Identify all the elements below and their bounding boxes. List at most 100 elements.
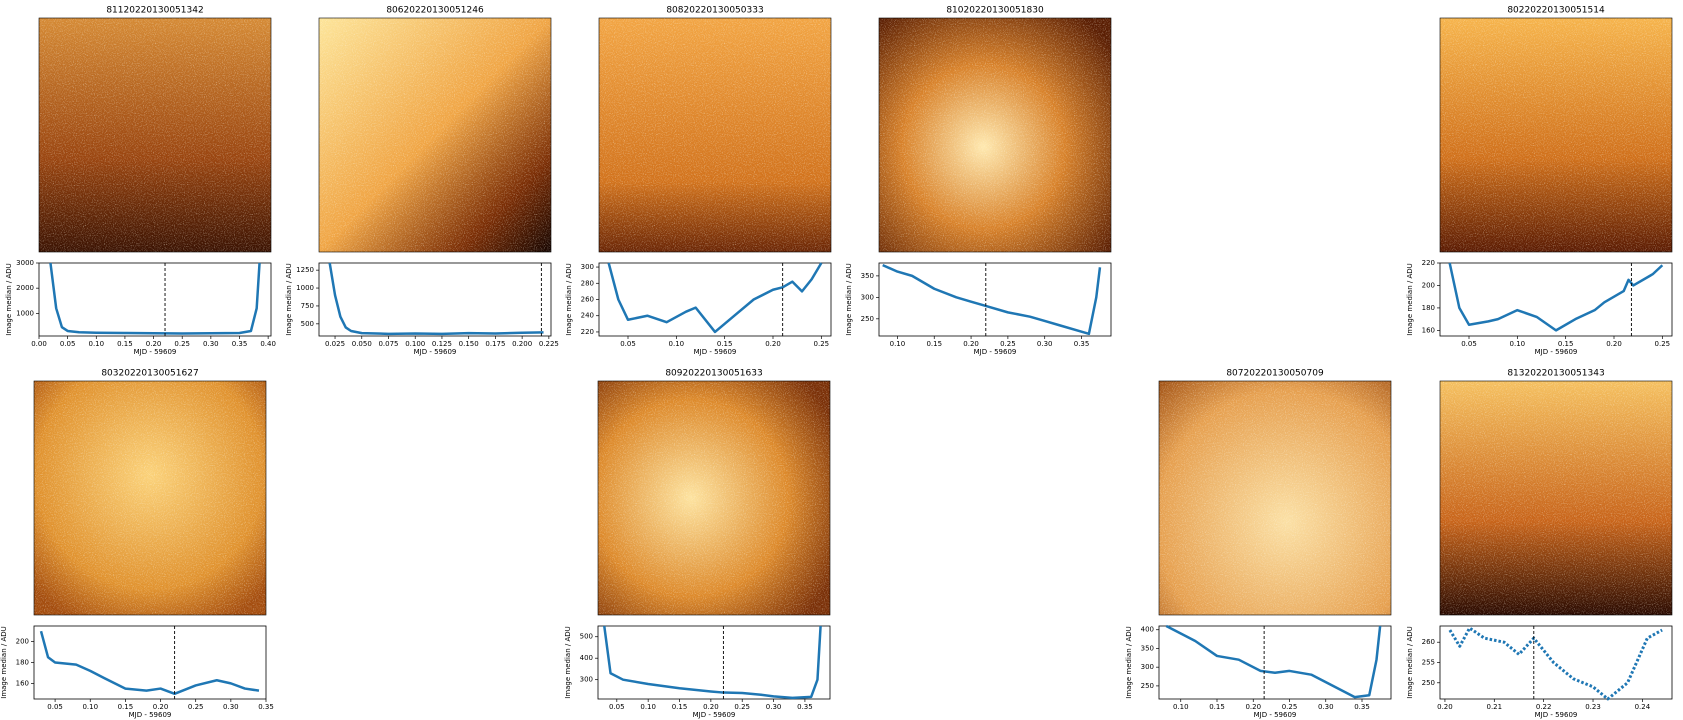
image-noise [599,18,831,252]
x-tick-label: 0.05 [620,340,636,348]
y-tick-label: 220 [581,328,594,336]
y-tick-label: 500 [580,633,593,641]
image-noise [598,381,830,615]
y-tick-label: 300 [580,676,593,684]
x-axis-label: MJD - 59609 [414,348,457,356]
x-tick-label: 0.10 [669,340,685,348]
x-axis-label: MJD - 59609 [129,711,172,719]
y-tick-label: 200 [16,638,29,646]
x-tick-label: 0.10 [640,703,656,711]
y-tick-label: 180 [16,659,29,667]
x-axis-label: MJD - 59609 [1535,711,1578,719]
plot-frame [38,262,272,337]
x-tick-label: 0.15 [1558,340,1574,348]
x-tick-label: 0.15 [717,340,733,348]
x-tick-label: 0.30 [1037,340,1053,348]
x-tick-label: 0.05 [609,703,625,711]
y-axis-label: Image median / ADU [1125,626,1133,699]
y-axis-label: Image median / ADU [564,626,572,699]
y-tick-label: 350 [1141,644,1154,652]
x-axis-label: MJD - 59609 [693,711,736,719]
x-tick-label: 0.30 [223,703,239,711]
x-axis-label: MJD - 59609 [694,348,737,356]
x-tick-label: 0.10 [1173,703,1189,711]
x-axis-label: MJD - 59609 [1254,711,1297,719]
y-axis-label: Image median / ADU [565,263,573,336]
panel-title: 80620220130051246 [386,6,484,16]
x-tick-label: 0.15 [117,340,133,348]
image-frame [318,17,552,253]
panel-title: 80820220130050333 [666,6,763,16]
x-tick-label: 0.24 [1635,703,1651,711]
y-tick-label: 260 [581,296,594,304]
x-tick-label: 0.25 [1655,340,1671,348]
x-tick-label: 0.15 [118,703,134,711]
image-noise [879,18,1111,252]
x-tick-label: 0.025 [325,340,345,348]
x-tick-label: 0.20 [703,703,719,711]
x-axis-label: MJD - 59609 [134,348,177,356]
x-tick-label: 0.25 [174,340,190,348]
x-tick-label: 0.200 [512,340,532,348]
image-frame [1439,17,1673,253]
x-tick-label: 0.20 [1437,703,1453,711]
x-tick-label: 0.35 [797,703,813,711]
y-axis-label: Image median / ADU [1406,626,1414,699]
x-axis-label: MJD - 59609 [974,348,1017,356]
data-line [49,262,261,335]
x-tick-label: 0.30 [766,703,782,711]
x-tick-label: 0.075 [378,340,398,348]
x-tick-label: 0.23 [1585,703,1601,711]
y-axis-label: Image median / ADU [845,263,853,336]
y-axis-label: Image median / ADU [285,263,293,336]
plot-frame [1439,625,1673,700]
x-tick-label: 0.05 [47,703,63,711]
y-tick-label: 1250 [296,266,314,274]
data-line [607,262,823,334]
y-tick-label: 300 [581,263,594,271]
panel-title: 81120220130051342 [106,6,203,16]
image-noise [34,381,266,615]
y-tick-label: 3000 [16,259,34,267]
x-tick-label: 0.05 [1461,340,1477,348]
panel-title: 81020220130051830 [946,6,1044,16]
y-tick-label: 200 [1422,281,1435,289]
image-noise [1440,381,1672,615]
panel-title: 81320220130051343 [1507,369,1604,379]
x-tick-label: 0.20 [1245,703,1261,711]
y-tick-label: 240 [581,312,594,320]
x-tick-label: 0.25 [734,703,750,711]
plot-frame [597,625,831,700]
x-tick-label: 0.225 [539,340,559,348]
y-tick-label: 1000 [16,309,34,317]
x-tick-label: 0.05 [60,340,76,348]
x-tick-label: 0.10 [82,703,98,711]
x-tick-label: 0.15 [672,703,688,711]
x-tick-label: 0.25 [814,340,830,348]
x-tick-label: 0.35 [232,340,248,348]
plot-frame [598,262,832,337]
y-tick-label: 255 [1422,659,1435,667]
image-frame [1158,380,1392,616]
x-tick-label: 0.10 [88,340,104,348]
image-noise [1159,381,1391,615]
data-line [39,630,260,696]
panel-title: 80320220130051627 [101,369,198,379]
x-tick-label: 0.35 [1354,703,1370,711]
image-frame [598,17,832,253]
y-tick-label: 280 [581,279,594,287]
y-tick-label: 220 [1422,259,1435,267]
panel-title: 80220220130051514 [1507,6,1605,16]
x-axis-label: MJD - 59609 [1535,348,1578,356]
x-tick-label: 0.21 [1487,703,1503,711]
plot-frame [318,262,552,337]
x-tick-label: 0.050 [352,340,372,348]
image-noise [39,18,271,252]
plot-frame [1439,262,1673,337]
x-tick-label: 0.20 [1606,340,1622,348]
data-line [882,264,1102,336]
x-tick-label: 0.30 [203,340,219,348]
x-tick-label: 0.100 [405,340,425,348]
